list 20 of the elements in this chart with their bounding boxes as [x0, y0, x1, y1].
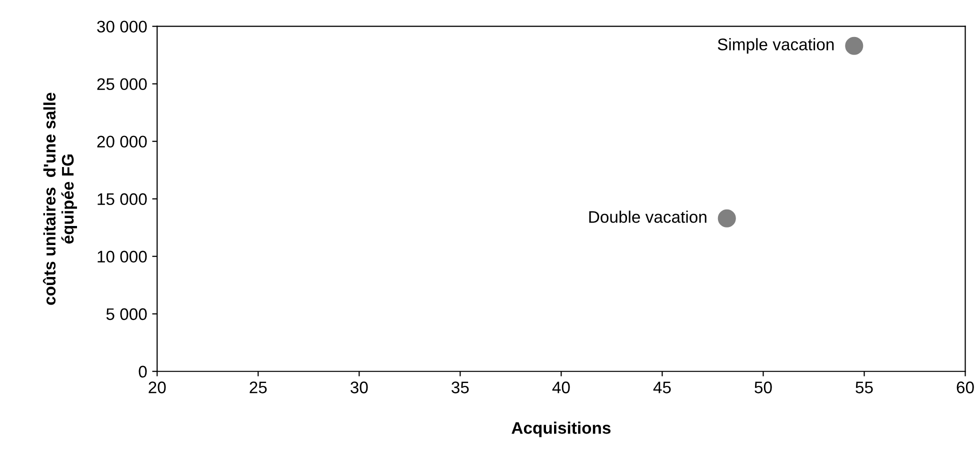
x-tick-label: 30 [350, 382, 368, 394]
x-tick-label: 50 [754, 382, 772, 394]
x-tick-label: 35 [452, 382, 469, 394]
annotation: Simple vacation [718, 38, 834, 54]
y-tick-label: 20 000 [97, 136, 147, 148]
y-tick-label: 0 [138, 366, 147, 378]
x-tick-label: 45 [653, 382, 671, 394]
x-tick-label: 55 [856, 382, 873, 394]
y-tick-label: 30 000 [97, 20, 147, 33]
x-tick-label: 25 [250, 382, 267, 394]
annotation: Double vacation [589, 210, 706, 223]
x-axis-title: Acquisitions [512, 422, 611, 438]
y-axis-title: coûts unitaires d'une salle équipée FG [42, 92, 77, 305]
x-tick-label: 20 [148, 382, 166, 394]
x-tick-label: 40 [552, 382, 570, 394]
y-tick-label: 5 000 [106, 308, 147, 320]
y-tick-label: 25 000 [97, 78, 147, 90]
x-tick-label: 60 [956, 382, 974, 394]
y-tick-label: 10 000 [98, 250, 147, 263]
y-tick-label: 15 000 [98, 193, 147, 206]
